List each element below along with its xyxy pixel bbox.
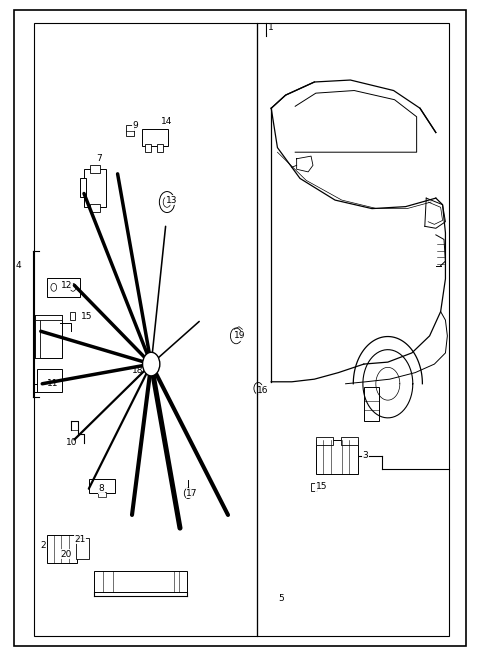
Bar (35, 315, 62, 358)
Bar (37, 369, 62, 392)
Circle shape (70, 283, 76, 291)
Bar (76, 538, 89, 559)
Circle shape (51, 283, 57, 291)
Text: 5: 5 (278, 594, 284, 603)
Text: 2: 2 (41, 541, 47, 550)
Text: 18: 18 (132, 366, 144, 375)
Text: 8: 8 (98, 484, 104, 493)
Bar (311, 483, 317, 491)
Bar (70, 312, 75, 320)
Bar (142, 129, 168, 146)
Text: 16: 16 (257, 386, 268, 395)
Bar (47, 535, 77, 563)
Bar (364, 387, 379, 421)
Bar (35, 315, 62, 320)
Text: 15: 15 (81, 312, 92, 321)
Text: 21: 21 (74, 535, 86, 544)
Text: 19: 19 (234, 331, 246, 340)
Bar (80, 178, 86, 197)
Bar (98, 492, 106, 497)
Text: 9: 9 (132, 121, 138, 131)
Text: 20: 20 (60, 550, 72, 559)
Circle shape (163, 197, 171, 207)
Bar (341, 437, 358, 445)
Circle shape (254, 382, 263, 394)
Bar (34, 23, 257, 636)
Bar (316, 440, 358, 474)
Text: 13: 13 (166, 195, 177, 205)
Bar (89, 479, 115, 493)
Circle shape (184, 488, 192, 499)
Bar (157, 144, 163, 152)
Bar (90, 204, 100, 212)
Text: 10: 10 (66, 438, 78, 447)
Text: 3: 3 (362, 451, 368, 461)
Bar (35, 315, 40, 358)
Text: 14: 14 (161, 117, 172, 126)
Bar (126, 125, 134, 136)
Text: 12: 12 (61, 281, 73, 290)
Text: 15: 15 (316, 482, 327, 491)
Text: 11: 11 (47, 379, 59, 388)
Bar (145, 144, 151, 152)
Text: 1: 1 (268, 23, 274, 32)
Bar (90, 165, 100, 173)
Text: 4: 4 (15, 261, 21, 270)
Bar (47, 278, 80, 297)
Bar (84, 169, 106, 207)
Circle shape (143, 352, 160, 376)
Bar (94, 571, 187, 592)
Text: 17: 17 (186, 489, 198, 498)
Text: 7: 7 (96, 154, 102, 163)
Circle shape (230, 328, 242, 344)
Circle shape (159, 192, 175, 213)
Bar (257, 23, 449, 636)
Bar (316, 437, 333, 445)
